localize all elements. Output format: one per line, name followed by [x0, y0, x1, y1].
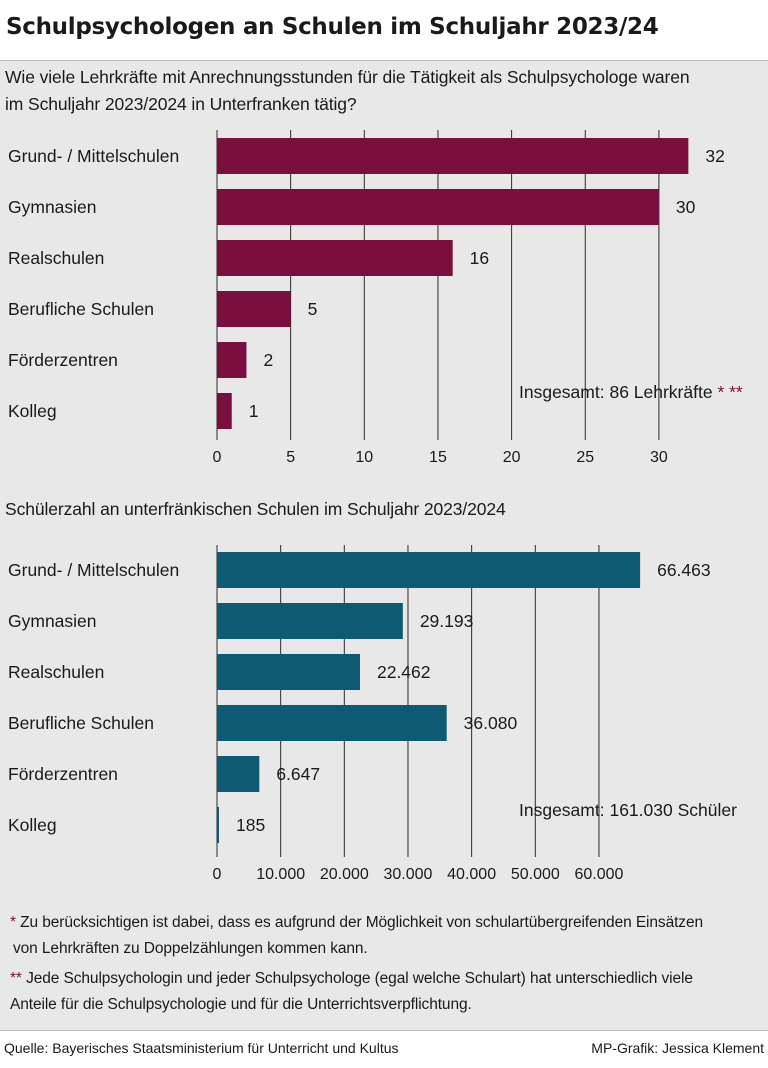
footnote-2-line: Anteile für die Schulpsychologie und für… — [10, 996, 472, 1013]
chart-1-value-label: 30 — [676, 197, 696, 217]
chart-1-value-label: 32 — [705, 146, 724, 166]
chart-1-bar — [217, 291, 291, 327]
chart-2-value-label: 66.463 — [657, 560, 711, 580]
chart-1-total-footnote-mark: * ** — [717, 382, 743, 402]
chart-2-value-label: 36.080 — [464, 713, 518, 733]
chart-1-bar — [217, 189, 659, 225]
chart-2-category-label: Förderzentren — [8, 764, 118, 784]
footnote-2: ** Jede Schulpsychologin und jeder Schul… — [10, 966, 693, 1018]
chart-2-tick-label: 50.000 — [511, 866, 560, 883]
chart-1-tick-label: 15 — [429, 449, 447, 466]
chart-1-tick-label: 10 — [355, 449, 373, 466]
chart-2-bar — [217, 654, 360, 690]
chart-2-tick-label: 0 — [213, 866, 222, 883]
chart-1-value-label: 1 — [249, 401, 259, 421]
header: Schulpsychologen an Schulen im Schuljahr… — [0, 0, 768, 61]
chart-2-total: Insgesamt: 161.030 Schüler — [519, 800, 737, 821]
chart-2-students: 0 10.000 20.000 30.000 40.000 50.000 60.000 Gru… — [8, 545, 711, 883]
chart-1-tick-label: 20 — [503, 449, 521, 466]
chart-2-category-label: Realschulen — [8, 662, 104, 682]
chart-2-value-label: 185 — [236, 815, 265, 835]
chart-1-category-label: Kolleg — [8, 401, 57, 421]
footnote-2-mark: ** — [10, 970, 22, 987]
footnote-1: * Zu berücksichtigen ist dabei, dass es … — [10, 910, 703, 962]
chart-2-tick-label: 30.000 — [384, 866, 433, 883]
chart-2-bar — [217, 756, 260, 792]
chart-1-subtitle-line: im Schuljahr 2023/2024 in Unterfranken t… — [5, 94, 357, 114]
chart-1-subtitle: Wie viele Lehrkräfte mit Anrechnungsstun… — [5, 64, 690, 118]
chart-1-bar — [217, 393, 232, 429]
source-note: Quelle: Bayerisches Staatsministerium fü… — [4, 1040, 399, 1056]
chart-1-tick-label: 0 — [213, 449, 222, 466]
chart-2-bar — [217, 603, 403, 639]
chart-2-bar — [217, 552, 641, 588]
chart-1-category-label: Gymnasien — [8, 197, 97, 217]
chart-2-tick-label: 60.000 — [574, 866, 623, 883]
chart-1-total: Insgesamt: 86 Lehrkräfte * ** — [519, 382, 743, 403]
chart-2-tick-label: 40.000 — [447, 866, 496, 883]
chart-2-category-label: Kolleg — [8, 815, 57, 835]
graphic-credit: MP-Grafik: Jessica Klement — [591, 1040, 764, 1056]
chart-1-subtitle-line: Wie viele Lehrkräfte mit Anrechnungsstun… — [5, 67, 690, 87]
chart-2-category-label: Grund- / Mittelschulen — [8, 560, 179, 580]
footnote-2-line: Jede Schulpsychologin und jeder Schulpsy… — [26, 970, 693, 987]
chart-1-bar — [217, 342, 247, 378]
chart-2-subtitle-line: Schülerzahl an unterfränkischen Schulen … — [5, 499, 506, 519]
chart-2-bar — [217, 705, 447, 741]
chart-2-value-label: 29.193 — [420, 611, 474, 631]
chart-1-bar — [217, 240, 453, 276]
chart-1-total-text: Insgesamt: 86 Lehrkräfte — [519, 382, 713, 402]
footnote-1-line: Zu berücksichtigen ist dabei, dass es au… — [20, 914, 703, 931]
chart-2-tick-label: 10.000 — [256, 866, 305, 883]
chart-1-category-label: Realschulen — [8, 248, 104, 268]
chart-1-category-label: Berufliche Schulen — [8, 299, 154, 319]
chart-2-tick-label: 20.000 — [320, 866, 369, 883]
chart-2-category-label: Berufliche Schulen — [8, 713, 154, 733]
chart-1-tick-label: 25 — [576, 449, 594, 466]
chart-2-category-label: Gymnasien — [8, 611, 97, 631]
chart-2-bar — [217, 807, 219, 843]
chart-1-value-label: 5 — [308, 299, 318, 319]
chart-1-bar — [217, 138, 689, 174]
footnote-1-line: von Lehrkräften zu Doppelzählungen komme… — [13, 940, 368, 957]
chart-1-category-label: Förderzentren — [8, 350, 118, 370]
chart-2-value-label: 6.647 — [276, 764, 320, 784]
chart-1-category-label: Grund- / Mittelschulen — [8, 146, 179, 166]
footer: Quelle: Bayerisches Staatsministerium fü… — [0, 1030, 768, 1068]
footnote-1-mark: * — [10, 914, 16, 931]
chart-2-total-text: Insgesamt: 161.030 Schüler — [519, 800, 737, 820]
chart-2-value-label: 22.462 — [377, 662, 431, 682]
chart-1-tick-label: 5 — [286, 449, 295, 466]
chart-1-value-label: 16 — [470, 248, 489, 268]
chart-1-tick-label: 30 — [650, 449, 668, 466]
page-title: Schulpsychologen an Schulen im Schuljahr… — [6, 14, 659, 40]
chart-1-value-label: 2 — [263, 350, 273, 370]
chart-2-subtitle: Schülerzahl an unterfränkischen Schulen … — [5, 496, 506, 523]
